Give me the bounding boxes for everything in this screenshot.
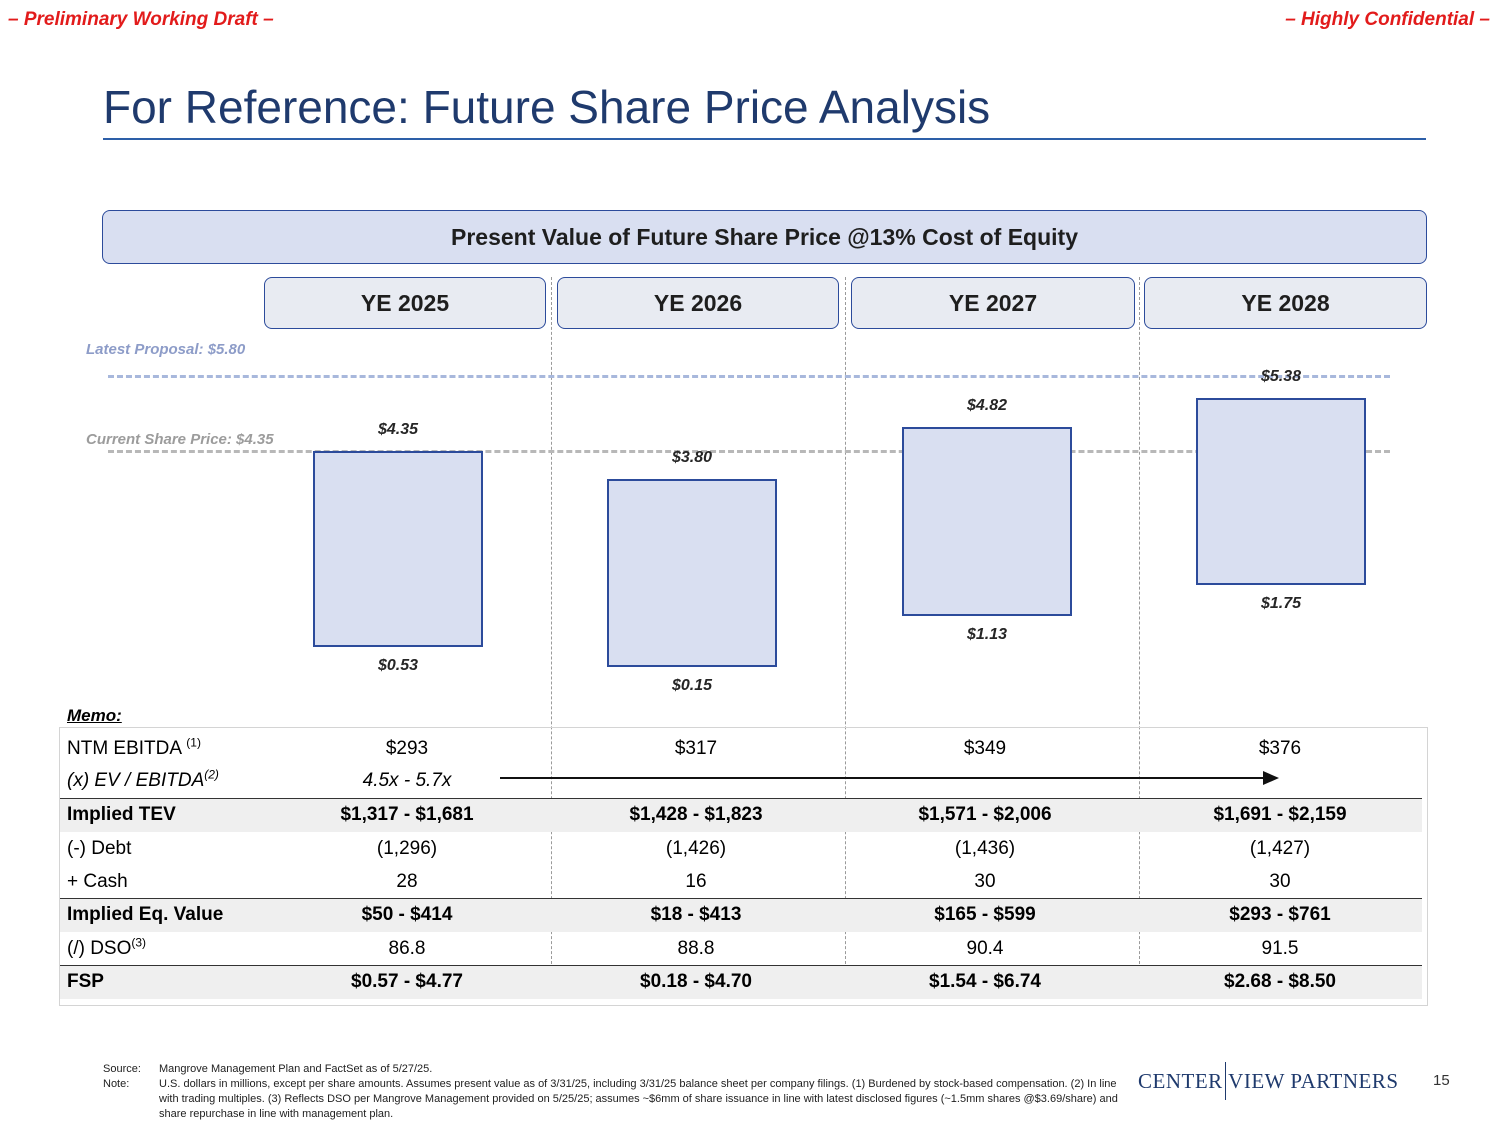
note-key: Note: (103, 1078, 130, 1090)
table-cell: 30 (1269, 871, 1291, 892)
source-text: Mangrove Management Plan and FactSet as … (159, 1063, 433, 1075)
table-cell: $1,428 - $1,823 (629, 804, 763, 825)
logo-left-word: CENTER (1138, 1068, 1223, 1093)
column-divider (845, 277, 846, 999)
table-cell: 30 (974, 871, 996, 892)
table-cell: $1.54 - $6.74 (929, 971, 1041, 992)
footnotes: Source: Mangrove Management Plan and Fac… (103, 1062, 1123, 1122)
title-rule (103, 138, 1426, 140)
year-header-2025: YE 2025 (264, 277, 546, 329)
table-cell: $165 - $599 (934, 904, 1036, 925)
table-cell: $1,571 - $2,006 (918, 804, 1052, 825)
note-text: U.S. dollars in millions, except per sha… (159, 1078, 1118, 1120)
table-row-ntm-ebitda: NTM EBITDA (1) $293 $317 $349 $376 (60, 733, 1422, 766)
table-cell: 28 (396, 871, 418, 892)
table-cell: (1,296) (376, 838, 438, 859)
table-cell: $376 (1258, 738, 1302, 759)
table-cell: (1,436) (954, 838, 1016, 859)
table-cell: $50 - $414 (361, 904, 453, 925)
bar-high-label: $4.35 (377, 420, 419, 438)
arrow-right-icon (1263, 771, 1279, 785)
column-divider (1139, 277, 1140, 999)
bar-high-label: $5.38 (1260, 367, 1302, 385)
table-cell: (1,426) (665, 838, 727, 859)
row-label: Implied Eq. Value (67, 904, 224, 925)
table-cell: $18 - $413 (650, 904, 742, 925)
page-title: For Reference: Future Share Price Analys… (103, 81, 991, 133)
table-row-implied-tev: Implied TEV $1,317 - $1,681 $1,428 - $1,… (60, 799, 1422, 832)
table-cell: $0.18 - $4.70 (640, 971, 752, 992)
bar-high-label: $3.80 (671, 449, 713, 467)
latest-proposal-line (108, 375, 1390, 379)
table-cell: $293 (385, 738, 429, 759)
bar-low-label: $1.75 (1260, 594, 1302, 612)
table-divider (60, 898, 1422, 899)
page-number: 15 (1433, 1072, 1450, 1089)
table-divider (60, 798, 1422, 799)
centerview-logo: CENTER VIEW PARTNERS (1138, 1062, 1399, 1100)
column-divider (551, 277, 552, 999)
logo-right-word: VIEW PARTNERS (1228, 1068, 1399, 1093)
table-cell: $1,691 - $2,159 (1213, 804, 1347, 825)
row-label: (/) DSO(3) (67, 935, 147, 959)
table-row-implied-eq-value: Implied Eq. Value $50 - $414 $18 - $413 … (60, 899, 1422, 932)
price-range-bar (1196, 397, 1366, 585)
table-row-fsp: FSP $0.57 - $4.77 $0.18 - $4.70 $1.54 - … (60, 966, 1422, 999)
chart-banner: Present Value of Future Share Price @13%… (102, 210, 1427, 264)
memo-table (59, 727, 1428, 1006)
table-cell: 88.8 (677, 938, 715, 959)
memo-title: Memo: (67, 706, 122, 725)
bar-low-label: $0.53 (377, 657, 419, 675)
current-price-line (108, 449, 1390, 453)
table-cell: $0.57 - $4.77 (351, 971, 463, 992)
year-header-2027: YE 2027 (851, 277, 1135, 329)
source-key: Source: (103, 1063, 141, 1075)
table-row-dso: (/) DSO(3) 86.8 88.8 90.4 91.5 (60, 933, 1422, 966)
table-cell: $2.68 - $8.50 (1224, 971, 1336, 992)
logo-divider (1224, 1062, 1227, 1100)
table-row-cash: + Cash 28 16 30 30 (60, 866, 1422, 899)
draft-tag: – Preliminary Working Draft – (8, 9, 274, 30)
bar-low-label: $1.13 (966, 626, 1008, 644)
table-cell: 91.5 (1261, 938, 1299, 959)
table-cell: $317 (674, 738, 718, 759)
row-label: (-) Debt (67, 838, 132, 859)
table-cell: 4.5x - 5.7x (362, 770, 452, 791)
table-cell: (1,427) (1249, 838, 1311, 859)
row-label: NTM EBITDA (1) (67, 735, 201, 759)
table-cell: $1,317 - $1,681 (340, 804, 474, 825)
table-cell: 86.8 (388, 938, 426, 959)
price-range-bar (313, 450, 483, 648)
price-range-bar (607, 479, 777, 667)
year-header-2026: YE 2026 (557, 277, 839, 329)
row-label: FSP (67, 971, 104, 992)
price-range-bar (902, 426, 1072, 617)
current-price-label: Current Share Price: $4.35 (86, 431, 276, 448)
multiple-arrow-line (500, 777, 1265, 779)
row-label: + Cash (67, 871, 128, 892)
bar-low-label: $0.15 (671, 676, 713, 694)
table-row-ev-ebitda: (x) EV / EBITDA(2) 4.5x - 5.7x (60, 765, 1422, 798)
confidential-tag: – Highly Confidential – (1285, 9, 1490, 30)
table-divider (60, 965, 1422, 966)
table-cell: $349 (963, 738, 1007, 759)
table-cell: 16 (685, 871, 707, 892)
table-row-debt: (-) Debt (1,296) (1,426) (1,436) (1,427) (60, 833, 1422, 866)
row-label: (x) EV / EBITDA(2) (67, 767, 219, 791)
latest-proposal-label: Latest Proposal: $5.80 (86, 341, 248, 358)
bar-high-label: $4.82 (966, 396, 1008, 414)
row-label: Implied TEV (67, 804, 176, 825)
table-cell: $293 - $761 (1229, 904, 1331, 925)
table-cell: 90.4 (966, 938, 1004, 959)
year-header-2028: YE 2028 (1144, 277, 1427, 329)
